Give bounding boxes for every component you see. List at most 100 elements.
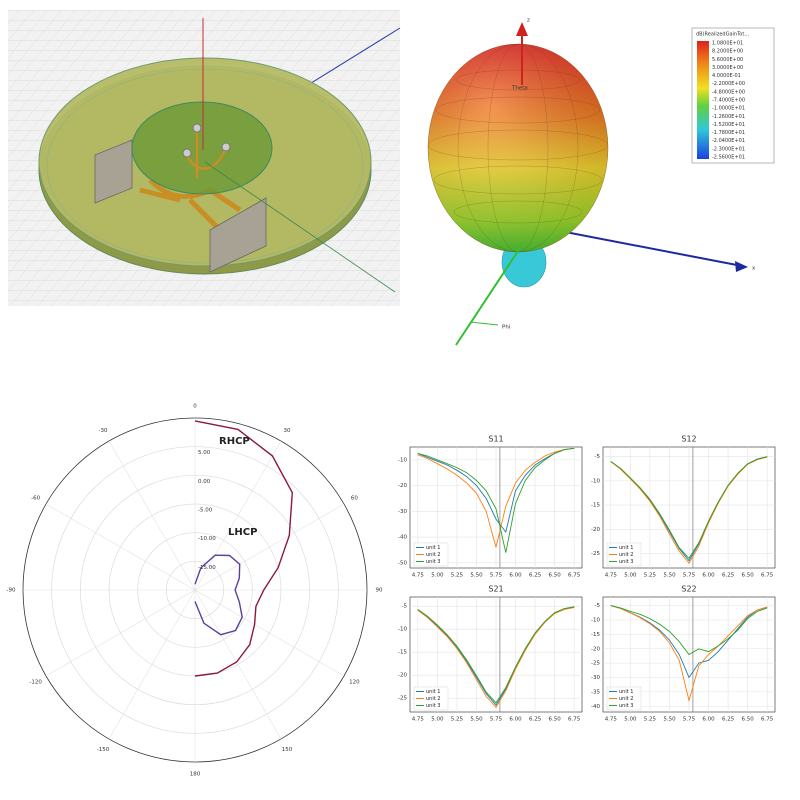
side-board xyxy=(94,139,133,204)
radial-tick-label: 0.00 xyxy=(198,479,211,485)
legend-label: unit 2 xyxy=(426,696,440,702)
y-tick-label: -25 xyxy=(398,696,407,702)
pin xyxy=(192,123,202,133)
chart-title: S21 xyxy=(488,585,503,594)
x-tick-label: 6.25 xyxy=(529,573,542,579)
x-tick-label: 5.50 xyxy=(663,717,676,723)
radial-tick-label: -15.00 xyxy=(198,565,216,571)
legend-label: unit 3 xyxy=(619,559,633,565)
y-tick-label: -30 xyxy=(398,509,407,515)
y-tick-label: -10 xyxy=(591,618,600,624)
legend-label: unit 1 xyxy=(426,689,440,695)
x-tick-label: 6.75 xyxy=(761,717,774,723)
radial-tick-label: 5.00 xyxy=(198,450,211,456)
chart-title: S22 xyxy=(681,585,696,594)
disk-edge xyxy=(46,68,364,264)
colorbar-label: 4.0000E-01 xyxy=(712,73,741,79)
side-board xyxy=(209,197,267,273)
x-tick-label: 5.25 xyxy=(451,717,464,723)
pin xyxy=(182,148,192,158)
angle-tick-label: 0 xyxy=(193,404,197,410)
angle-tick-label: -120 xyxy=(29,680,42,686)
angle-tick-label: 180 xyxy=(190,772,201,778)
legend-label: unit 2 xyxy=(619,552,633,558)
annotation: LHCP xyxy=(228,527,257,538)
axis-z-arrow xyxy=(516,22,528,36)
angle-tick-label: -150 xyxy=(97,747,110,753)
x-tick-label: 6.75 xyxy=(761,573,774,579)
legend-label: unit 2 xyxy=(426,552,440,558)
angle-tick-label: 30 xyxy=(284,428,291,434)
series-line xyxy=(417,606,575,704)
y-tick-label: -35 xyxy=(591,689,600,695)
legend-frame xyxy=(606,542,642,567)
x-tick-label: 5.25 xyxy=(451,573,464,579)
phi-marker xyxy=(469,321,499,326)
x-tick-label: 5.25 xyxy=(644,573,657,579)
axis-label: Theta xyxy=(511,86,528,92)
x-tick-label: 6.00 xyxy=(702,573,715,579)
x-tick-label: 6.00 xyxy=(509,717,522,723)
radial-grid-line xyxy=(51,446,339,734)
y-tick-label: -15 xyxy=(398,650,407,656)
y-tick-label: -30 xyxy=(591,675,600,681)
legend-label: unit 1 xyxy=(619,689,633,695)
x-tick-label: 6.50 xyxy=(549,573,562,579)
legend-label: unit 3 xyxy=(426,703,440,709)
x-tick-label: 5.00 xyxy=(431,573,444,579)
radiation-pattern: z Theta x Phi dB(RealizedGainTot... xyxy=(427,18,775,346)
y-tick-label: -40 xyxy=(398,535,407,541)
x-tick-label: 5.75 xyxy=(683,573,696,579)
colorbar-label: 8.2000E+00 xyxy=(712,49,743,55)
model-axis-y xyxy=(204,161,396,293)
x-tick-label: 6.50 xyxy=(742,717,755,723)
legend-frame xyxy=(413,686,449,711)
colorbar-label: -7.4000E+00 xyxy=(712,98,745,104)
y-tick-label: -20 xyxy=(591,527,600,533)
series-line xyxy=(610,456,768,564)
y-tick-label: -25 xyxy=(591,551,600,557)
x-tick-label: 6.00 xyxy=(509,573,522,579)
polar-line xyxy=(194,420,294,677)
series-line xyxy=(610,456,768,560)
y-tick-label: -40 xyxy=(591,704,600,710)
y-tick-label: -5 xyxy=(595,454,601,460)
colorbar-label: 3.0000E+00 xyxy=(712,65,743,71)
colorbar-label: -2.2000E+00 xyxy=(712,81,745,87)
legend-frame xyxy=(606,686,642,711)
line-chart: S21 -5 -10 -15 -20 -25 4.75 5.00 5.25 5.50 5.75 6.0… xyxy=(398,585,583,723)
radial-grid-line xyxy=(165,560,225,620)
y-tick-label: -20 xyxy=(398,483,407,489)
colorbar-label: -4.8000E+00 xyxy=(712,89,745,95)
axis-label: z xyxy=(527,18,530,24)
axis-x xyxy=(554,229,743,267)
probe-lines xyxy=(183,130,228,178)
angle-tick-label: -30 xyxy=(99,428,108,434)
legend-label: unit 3 xyxy=(619,703,633,709)
chart-title: S12 xyxy=(681,435,696,444)
series-line xyxy=(610,605,768,703)
y-tick-label: -5 xyxy=(402,604,408,610)
y-tick-label: -20 xyxy=(591,646,600,652)
x-tick-label: 6.00 xyxy=(702,717,715,723)
y-tick-label: -5 xyxy=(595,603,601,609)
series-line xyxy=(417,607,575,709)
axis-x-arrow xyxy=(735,261,748,272)
colorbar-label: -1.7800E+01 xyxy=(712,130,745,136)
x-tick-label: 5.00 xyxy=(624,717,637,723)
x-tick-label: 5.75 xyxy=(683,717,696,723)
colorbar-label: -1.2600E+01 xyxy=(712,114,745,120)
legend-label: unit 2 xyxy=(619,696,633,702)
colorbar-label: 1.0800E+01 xyxy=(712,41,743,47)
legend-frame xyxy=(413,542,449,567)
polar-line xyxy=(194,554,243,636)
patch xyxy=(131,101,273,195)
x-tick-label: 5.50 xyxy=(470,717,483,723)
legend-label: unit 3 xyxy=(426,559,440,565)
annotation: RHCP xyxy=(219,436,250,447)
x-tick-label: 6.75 xyxy=(568,717,581,723)
x-tick-label: 4.75 xyxy=(412,717,425,723)
colorbar-label: -2.3000E+01 xyxy=(712,146,745,152)
x-tick-label: 4.75 xyxy=(412,573,425,579)
radial-grid-line xyxy=(137,532,253,648)
